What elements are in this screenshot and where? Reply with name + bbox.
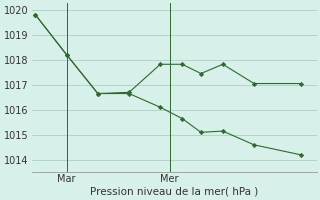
X-axis label: Pression niveau de la mer( hPa ): Pression niveau de la mer( hPa ) — [90, 187, 259, 197]
